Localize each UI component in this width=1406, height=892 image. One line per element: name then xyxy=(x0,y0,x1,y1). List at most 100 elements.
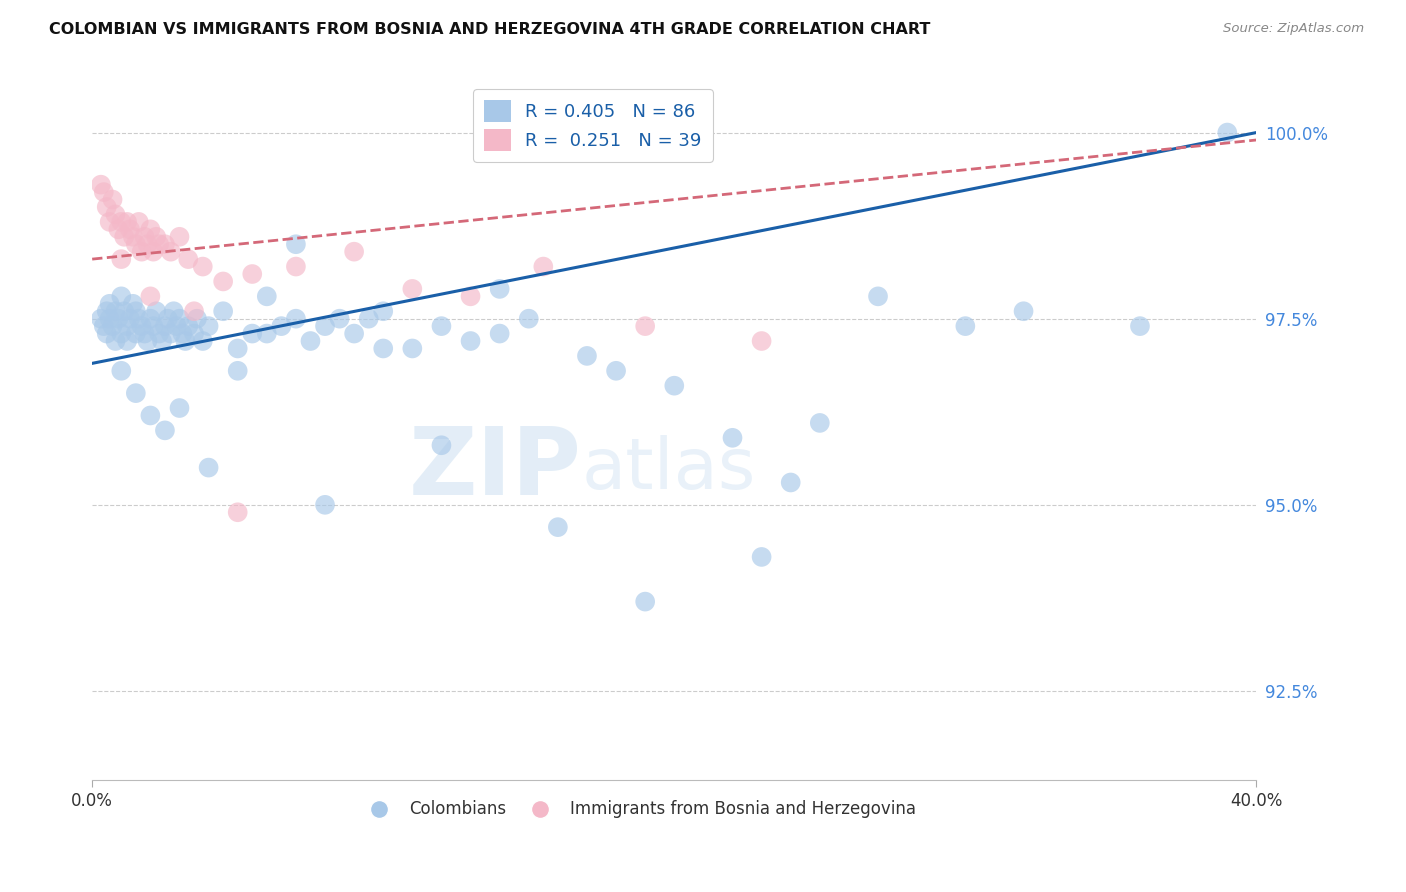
Point xyxy=(197,319,219,334)
Point xyxy=(98,297,121,311)
Point xyxy=(110,289,132,303)
Point xyxy=(122,297,145,311)
Point xyxy=(128,311,150,326)
Point xyxy=(1012,304,1035,318)
Point xyxy=(183,326,205,341)
Point xyxy=(153,237,176,252)
Point xyxy=(101,319,124,334)
Point xyxy=(98,311,121,326)
Point xyxy=(145,304,167,318)
Point xyxy=(212,275,235,289)
Point xyxy=(98,215,121,229)
Point xyxy=(329,311,352,326)
Point xyxy=(575,349,598,363)
Point xyxy=(1129,319,1152,334)
Point xyxy=(128,215,150,229)
Point xyxy=(174,334,197,348)
Point xyxy=(159,244,181,259)
Point xyxy=(118,222,141,236)
Point xyxy=(93,185,115,199)
Point xyxy=(634,319,657,334)
Point xyxy=(110,326,132,341)
Point xyxy=(373,304,395,318)
Point xyxy=(96,326,118,341)
Point xyxy=(142,319,165,334)
Point xyxy=(169,311,191,326)
Point xyxy=(107,222,129,236)
Point xyxy=(112,304,135,318)
Point xyxy=(112,229,135,244)
Point xyxy=(115,215,138,229)
Point xyxy=(634,594,657,608)
Point xyxy=(373,342,395,356)
Point xyxy=(212,304,235,318)
Point xyxy=(226,505,249,519)
Point xyxy=(430,438,453,452)
Point xyxy=(142,244,165,259)
Point xyxy=(125,237,148,252)
Point xyxy=(172,326,194,341)
Point xyxy=(104,207,127,221)
Point xyxy=(104,304,127,318)
Point xyxy=(240,326,263,341)
Point xyxy=(104,334,127,348)
Point xyxy=(139,289,162,303)
Point xyxy=(779,475,801,490)
Point xyxy=(145,229,167,244)
Point xyxy=(314,319,336,334)
Point xyxy=(605,364,627,378)
Point xyxy=(166,319,188,334)
Point xyxy=(401,282,423,296)
Point xyxy=(134,229,156,244)
Point xyxy=(115,319,138,334)
Point xyxy=(110,252,132,266)
Point xyxy=(136,237,159,252)
Point xyxy=(256,326,278,341)
Point xyxy=(664,378,686,392)
Text: ZIP: ZIP xyxy=(408,423,581,515)
Point xyxy=(183,304,205,318)
Point xyxy=(90,178,112,192)
Legend: Colombians, Immigrants from Bosnia and Herzegovina: Colombians, Immigrants from Bosnia and H… xyxy=(356,794,922,825)
Point xyxy=(177,319,200,334)
Point xyxy=(139,409,162,423)
Point xyxy=(488,282,510,296)
Point xyxy=(284,311,307,326)
Point xyxy=(148,326,170,341)
Point xyxy=(460,289,482,303)
Point xyxy=(270,319,292,334)
Point xyxy=(191,334,214,348)
Point xyxy=(169,229,191,244)
Point xyxy=(90,311,112,326)
Point xyxy=(808,416,831,430)
Point xyxy=(186,311,208,326)
Point xyxy=(955,319,977,334)
Point xyxy=(125,304,148,318)
Point xyxy=(284,260,307,274)
Point xyxy=(139,311,162,326)
Point xyxy=(721,431,744,445)
Point xyxy=(156,311,179,326)
Point xyxy=(93,319,115,334)
Point xyxy=(148,237,170,252)
Point xyxy=(517,311,540,326)
Point xyxy=(131,319,153,334)
Point xyxy=(343,244,366,259)
Point xyxy=(96,200,118,214)
Point xyxy=(115,334,138,348)
Point xyxy=(163,304,186,318)
Point xyxy=(177,252,200,266)
Point xyxy=(866,289,889,303)
Point xyxy=(547,520,569,534)
Point xyxy=(169,401,191,415)
Point xyxy=(401,342,423,356)
Point xyxy=(110,364,132,378)
Point xyxy=(284,237,307,252)
Point xyxy=(118,311,141,326)
Point xyxy=(314,498,336,512)
Point xyxy=(159,326,181,341)
Point xyxy=(299,334,322,348)
Point xyxy=(531,260,554,274)
Point xyxy=(131,244,153,259)
Point xyxy=(460,334,482,348)
